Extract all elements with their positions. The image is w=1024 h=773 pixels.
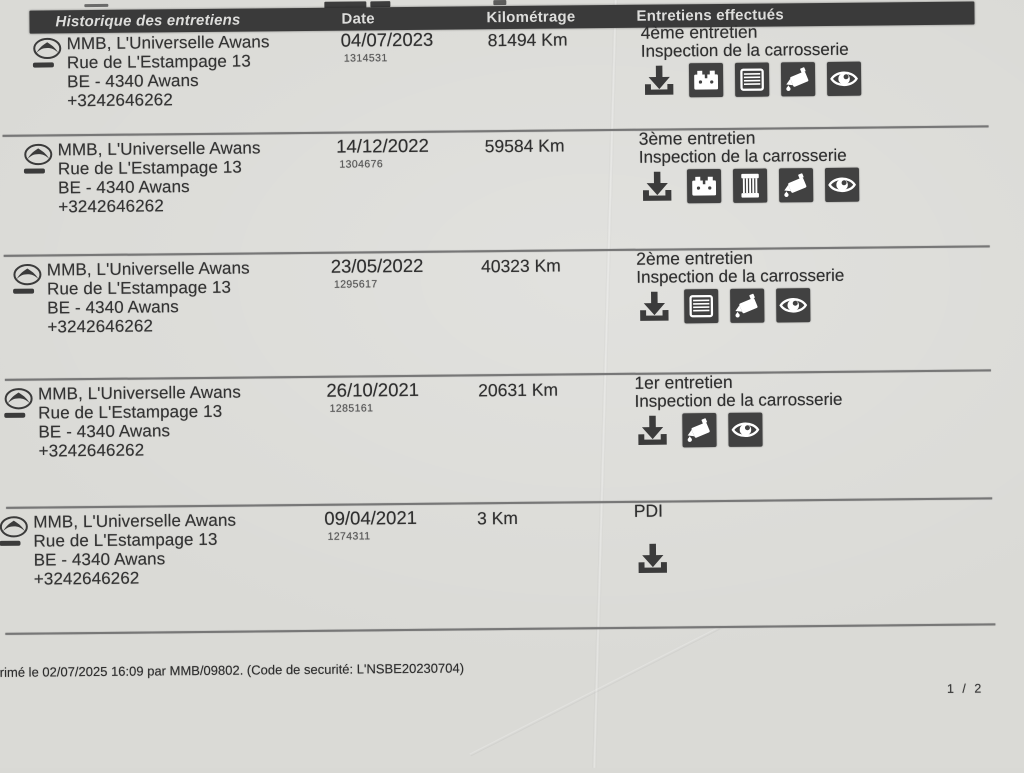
service-detail [634,521,670,537]
dealer-address: Rue de L'Estampage 13 [38,402,241,423]
service-mileage: 81494 Km [488,29,568,51]
eye-icon [776,288,810,322]
oil-filter-icon [733,169,767,203]
service-icons [634,541,670,575]
service-row: MMB, L'Universelle Awans Rue de L'Estamp… [0,19,1022,135]
service-row: MMB, L'Universelle Awans Rue de L'Estamp… [0,369,1024,507]
cropped-text-fragment [493,0,506,5]
oil-can-icon [781,62,815,96]
dealer-block: MMB, L'Universelle Awans Rue de L'Estamp… [47,259,251,337]
dealer-phone: +3242646262 [39,440,242,461]
dealer-block: MMB, L'Universelle Awans Rue de L'Estamp… [38,383,242,461]
oil-can-icon [779,168,813,202]
dealer-name: MMB, L'Universelle Awans [47,259,250,280]
dealer-block: MMB, L'Universelle Awans Rue de L'Estamp… [67,32,271,110]
dealer-name: MMB, L'Universelle Awans [38,383,241,404]
service-mileage: 59584 Km [485,135,565,157]
air-filter-icon [735,63,769,97]
service-detail: Inspection de la carrosserie [641,42,861,60]
dealer-phone: +3242646262 [34,568,237,589]
service-row: MMB, L'Universelle Awans Rue de L'Estamp… [0,125,1023,255]
dealer-address: Rue de L'Estampage 13 [67,51,270,72]
download-icon [636,289,672,323]
service-mileage: 40323 Km [481,256,561,278]
dealer-address: BE - 4340 Awans [67,70,270,91]
service-date: 23/05/2022 [331,255,424,278]
service-title: 1er entretien [634,373,842,392]
dealer-address: BE - 4340 Awans [34,549,237,570]
service-mileage: 20631 Km [478,380,558,402]
service-icons [635,412,843,448]
dealer-block: MMB, L'Universelle Awans Rue de L'Estamp… [33,511,237,589]
dealer-phone: +3242646262 [58,195,261,216]
service-block: PDI [634,502,671,575]
service-ref-number: 1285161 [330,402,374,414]
service-row: MMB, L'Universelle Awans Rue de L'Estamp… [0,245,1024,379]
service-block: 2ème entretien Inspection de la carrosse… [636,249,845,324]
service-icons [636,288,844,324]
service-detail: Inspection de la carrosserie [634,392,842,410]
mazda-logo [24,143,54,173]
oil-can-icon [730,289,764,323]
page-indicator: 1 / 2 [947,681,984,695]
oil-can-icon [683,413,717,447]
dealer-address: Rue de L'Estampage 13 [58,157,261,178]
dealer-phone: +3242646262 [67,89,270,110]
service-block: 1er entretien Inspection de la carrosser… [634,373,843,448]
dealer-address: Rue de L'Estampage 13 [47,278,250,299]
eye-icon [827,62,861,96]
air-filter-icon [684,289,718,323]
battery-icon [687,169,721,203]
download-icon [639,169,675,203]
dealer-address: Rue de L'Estampage 13 [33,530,236,551]
service-detail: Inspection de la carrosserie [639,148,859,166]
dealer-phone: +3242646262 [47,316,250,337]
service-ref-number: 1314531 [344,52,388,64]
service-date: 26/10/2021 [326,379,419,402]
service-detail: Inspection de la carrosserie [636,268,844,286]
service-row: MMB, L'Universelle Awans Rue de L'Estamp… [1,497,1024,633]
battery-icon [689,63,723,97]
dealer-block: MMB, L'Universelle Awans Rue de L'Estamp… [58,138,262,216]
service-icons [639,168,859,204]
dealer-address: BE - 4340 Awans [47,297,250,318]
mazda-logo [33,37,63,67]
dealer-name: MMB, L'Universelle Awans [58,138,261,159]
dealer-address: BE - 4340 Awans [58,176,261,197]
service-date: 09/04/2021 [324,507,417,530]
dealer-address: BE - 4340 Awans [38,421,241,442]
service-icons [641,62,861,98]
service-title: 2ème entretien [636,249,844,268]
eye-icon [825,168,859,202]
dealer-name: MMB, L'Universelle Awans [67,32,270,53]
service-title: 4ème entretien [641,23,861,42]
service-block: 4ème entretien Inspection de la carrosse… [641,23,862,98]
service-date: 14/12/2022 [336,135,429,158]
download-icon [641,63,677,97]
service-title: PDI [634,502,670,519]
mazda-logo [13,263,43,293]
service-ref-number: 1274311 [327,530,370,542]
service-block: 3ème entretien Inspection de la carrosse… [639,129,860,204]
download-icon [634,541,670,575]
mazda-logo [0,516,30,546]
eye-icon [729,413,763,447]
footer-note: rimé le 02/07/2025 16:09 par MMB/09802. … [0,660,464,679]
service-ref-number: 1304676 [339,158,383,170]
download-icon [635,413,671,447]
service-title: 3ème entretien [639,129,859,148]
service-ref-number: 1295617 [334,278,378,290]
cropped-text-fragment [84,4,108,7]
mazda-logo [4,388,34,418]
dealer-name: MMB, L'Universelle Awans [33,511,236,532]
service-date: 04/07/2023 [341,29,434,52]
service-mileage: 3 Km [477,508,518,529]
